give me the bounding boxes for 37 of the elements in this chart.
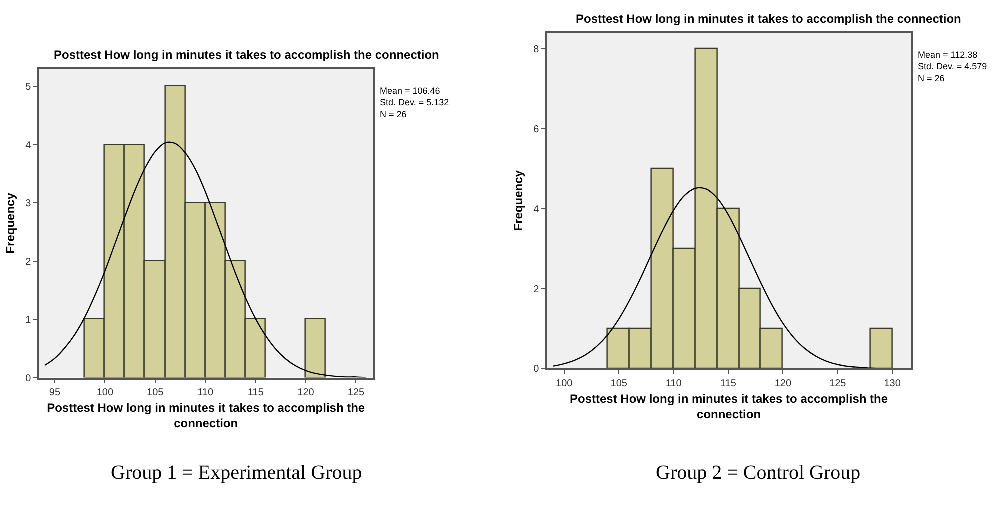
y-tick-label: 4	[26, 140, 32, 152]
x-tick-label: 125	[348, 388, 365, 399]
y-tick-label: 2	[534, 284, 540, 296]
x-tick-label: 125	[830, 378, 847, 390]
y-tick-label: 3	[26, 198, 32, 210]
y-axis-title: Frequency	[511, 170, 526, 232]
x-tick-label: 130	[884, 378, 902, 390]
y-tick-label: 0	[26, 373, 32, 384]
y-tick-label: 5	[26, 82, 32, 94]
text: Group 1 = Experimental Group	[111, 462, 362, 484]
x-tick-label: 95	[49, 388, 61, 399]
x-axis-title: Posttest How long in minutes it takes to accomplish the connection	[570, 392, 888, 422]
text: Mean = 106.46 Std. Dev. = 5.132 N = 26	[380, 86, 450, 120]
text: Group 2 = Control Group	[656, 462, 861, 484]
y-tick-label: 0	[534, 364, 540, 376]
x-tick-label: 110	[198, 388, 214, 399]
y-tick-label: 4	[534, 204, 540, 216]
y-tick-label: 8	[534, 44, 540, 56]
x-tick-label: 105	[147, 388, 164, 399]
y-tick-label: 2	[26, 256, 32, 268]
chart-title: Posttest How long in minutes it takes to accomplish the connection	[576, 12, 962, 26]
x-tick-label: 120	[774, 378, 792, 390]
chart-title: Posttest How long in minutes it takes to accomplish the connection	[54, 48, 440, 62]
x-tick-label: 110	[666, 378, 682, 390]
y-tick-label: 1	[26, 315, 32, 326]
y-tick-label: 6	[534, 124, 540, 136]
x-tick-label: 100	[96, 388, 114, 399]
x-tick-label: 105	[610, 378, 628, 390]
line-series	[552, 188, 904, 369]
x-axis-title: Posttest How long in minutes it takes to accomplish the connection	[47, 400, 366, 431]
x-tick-label: 120	[298, 388, 315, 399]
y-axis-title: Frequency	[3, 192, 18, 254]
x-tick-label: 115	[248, 388, 264, 399]
text: Mean = 112.38 Std. Dev. = 4.579 N = 26	[918, 50, 988, 84]
x-tick-label: 100	[556, 378, 574, 390]
x-tick-label: 115	[720, 378, 737, 390]
line-series	[44, 142, 367, 378]
